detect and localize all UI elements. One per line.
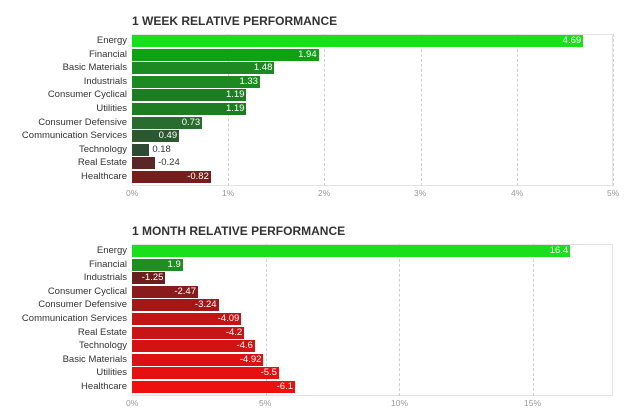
value-label: -3.24 — [194, 299, 217, 311]
value-label: -4.6 — [236, 340, 253, 352]
x-tick-label: 3% — [414, 188, 427, 198]
grid-line — [533, 244, 534, 396]
category-label: Industrials — [83, 272, 127, 284]
x-tick-label: 2% — [318, 188, 331, 198]
bar — [132, 340, 255, 353]
grid-line — [324, 34, 325, 186]
category-label: Financial — [88, 258, 127, 270]
bar — [132, 103, 247, 115]
bar — [132, 48, 319, 61]
grid-line — [517, 34, 518, 186]
bar — [132, 130, 180, 143]
category-label: Healthcare — [81, 381, 127, 392]
bar — [132, 75, 260, 88]
bar — [132, 299, 219, 312]
grid-line — [613, 34, 614, 186]
x-tick-label: 0% — [126, 188, 139, 198]
bar — [132, 353, 264, 366]
value-label: 1.19 — [225, 103, 245, 114]
category-label: Consumer Cyclical — [47, 285, 127, 297]
category-label: Real Estate — [77, 326, 127, 338]
category-label: Healthcare — [81, 171, 127, 182]
value-label: -1.25 — [141, 272, 164, 284]
value-label: 1.48 — [253, 62, 273, 74]
x-tick-label: 10% — [391, 398, 409, 408]
category-label: Energy — [96, 35, 127, 46]
value-label: -0.82 — [187, 171, 209, 182]
value-label: 4.69 — [562, 35, 582, 46]
bar — [132, 143, 150, 156]
x-tick-label: 15% — [524, 398, 542, 408]
category-label: Industrials — [83, 75, 127, 87]
category-label: Financial — [88, 48, 127, 60]
bar — [132, 285, 198, 298]
value-label: 16.4 — [549, 245, 569, 256]
x-tick-label: 0% — [126, 398, 139, 408]
bar — [132, 381, 295, 393]
x-tick-label: 5% — [259, 398, 272, 408]
value-label: 0.49 — [158, 130, 178, 142]
category-label: Communication Services — [21, 313, 127, 324]
grid-line — [421, 34, 422, 186]
category-label: Technology — [78, 340, 127, 352]
bar — [132, 62, 275, 75]
category-label: Utilities — [96, 103, 127, 114]
value-label: 0.18 — [152, 143, 171, 155]
category-label: Basic Materials — [62, 353, 127, 365]
bar — [132, 258, 183, 271]
value-label: 0.73 — [181, 116, 201, 128]
value-label: -4.92 — [239, 353, 262, 365]
value-label: 1.19 — [225, 89, 245, 101]
category-label: Consumer Defensive — [38, 299, 127, 311]
bar — [132, 326, 245, 339]
value-label: 1.9 — [167, 258, 181, 270]
x-tick-label: 4% — [511, 188, 524, 198]
value-label: 1.94 — [298, 48, 317, 60]
category-label: Consumer Defensive — [38, 116, 127, 128]
value-label: 1.33 — [239, 75, 258, 87]
grid-line — [266, 244, 267, 396]
bar — [132, 245, 571, 257]
bar — [132, 116, 203, 129]
bar — [132, 313, 242, 325]
week-performance-chart: 1 WEEK RELATIVE PERFORMANCE 0% 1% 2% 3% 4% 5%… — [0, 0, 627, 205]
value-label: -4.09 — [217, 313, 240, 324]
value-label: -6.1 — [276, 381, 293, 392]
bar — [132, 171, 211, 183]
x-tick-label: 1% — [222, 188, 235, 198]
value-label: -5.5 — [260, 367, 277, 379]
bar — [132, 272, 166, 285]
bar — [132, 89, 247, 102]
x-tick-label: 5% — [607, 188, 620, 198]
value-label: -4.2 — [225, 326, 243, 338]
value-label: -2.47 — [174, 285, 196, 297]
category-label: Basic Materials — [62, 62, 127, 74]
bar — [132, 157, 156, 170]
category-label: Consumer Cyclical — [47, 89, 127, 101]
grid-line — [399, 244, 400, 396]
value-label: -0.24 — [158, 157, 180, 169]
category-label: Technology — [78, 143, 127, 155]
category-label: Communication Services — [21, 130, 127, 142]
category-label: Energy — [96, 245, 127, 256]
category-label: Utilities — [96, 367, 127, 379]
bar — [132, 35, 584, 47]
chart-title: 1 WEEK RELATIVE PERFORMANCE — [132, 14, 338, 28]
chart-title: 1 MONTH RELATIVE PERFORMANCE — [132, 224, 346, 238]
category-label: Real Estate — [77, 157, 127, 169]
bar — [132, 367, 279, 380]
